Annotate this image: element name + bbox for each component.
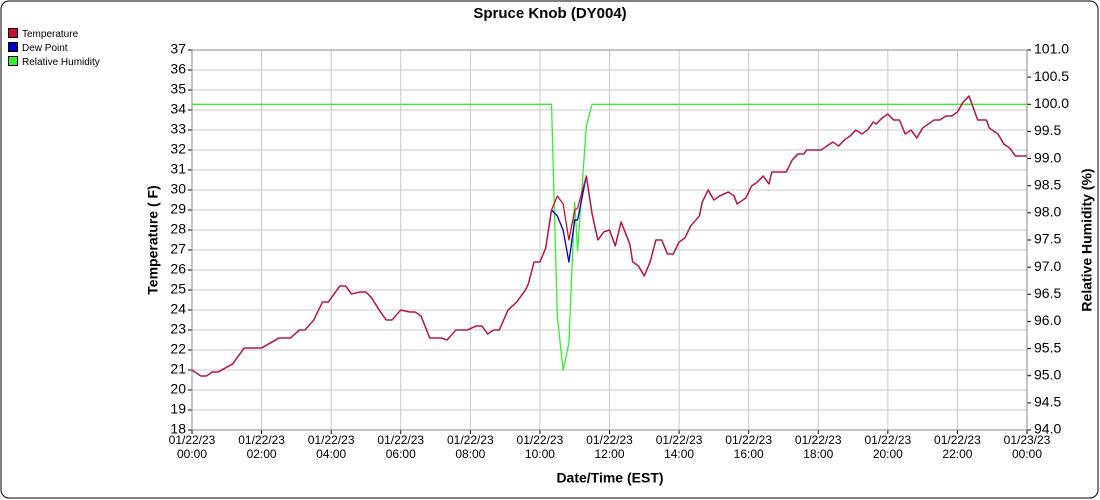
legend-swatch (8, 56, 18, 66)
y2-tick-label: 99.0 (1034, 149, 1061, 165)
x-tick-label: 01/22/23 10:00 (516, 433, 564, 461)
legend-swatch (8, 42, 18, 52)
x-tick-label: 01/22/23 22:00 (934, 433, 981, 461)
y-axis-title: Temperature ( F) (145, 185, 161, 294)
y2-tick-label: 94.0 (1034, 421, 1061, 437)
data-line (191, 95, 1027, 377)
y-tick-label: 34 (170, 101, 186, 117)
x-tick-label: 01/22/23 18:00 (794, 433, 842, 461)
x-tick-label: 01/22/23 00:00 (168, 433, 216, 461)
x-tick-label: 01/22/23 06:00 (377, 433, 425, 461)
y-tick-label: 29 (170, 201, 186, 217)
y-tick-label: 35 (170, 81, 186, 97)
x-tick-label: 01/22/23 02:00 (238, 433, 285, 461)
plot-frame (191, 49, 1028, 431)
y-tick-label: 21 (170, 361, 186, 377)
legend-label: Dew Point (22, 43, 68, 54)
x-tick-label: 01/22/23 14:00 (655, 433, 703, 461)
y-tick-label: 33 (170, 121, 186, 137)
y-tick-label: 28 (170, 221, 186, 237)
legend-label: Temperature (22, 29, 79, 40)
legend-label: Relative Humidity (22, 57, 100, 68)
y2-tick-label: 96.5 (1034, 285, 1061, 301)
x-tick-label: 01/23/23 00:00 (1003, 433, 1051, 461)
y-tick-label: 27 (170, 241, 186, 257)
y2-tick-label: 99.5 (1034, 122, 1061, 138)
y2-tick-label: 94.5 (1034, 394, 1061, 410)
x-tick-label: 01/22/23 20:00 (864, 433, 912, 461)
x-tick-label: 01/22/23 12:00 (586, 433, 633, 461)
y2-tick-label: 98.0 (1034, 204, 1061, 220)
y-tick-label: 36 (170, 61, 186, 77)
y-tick-label: 24 (170, 301, 186, 317)
y2-tick-label: 101.0 (1034, 41, 1069, 57)
y2-tick-label: 95.5 (1034, 339, 1061, 355)
y-tick-label: 18 (170, 421, 186, 437)
y2-tick-label: 98.5 (1034, 176, 1061, 192)
y-tick-label: 23 (170, 321, 186, 337)
legend-item: Temperature (8, 28, 78, 41)
y-tick-label: 20 (170, 381, 186, 397)
y2-tick-label: 96.0 (1034, 312, 1061, 328)
y-tick-label: 31 (170, 161, 186, 177)
x-tick-label: 01/22/23 08:00 (446, 433, 494, 461)
y-tick-label: 19 (170, 401, 186, 417)
data-line (192, 103, 1027, 371)
y-tick-label: 25 (170, 281, 186, 297)
y2-tick-label: 100.5 (1034, 68, 1069, 84)
x-axis-title: Date/Time (EST) (556, 470, 663, 486)
y-tick-label: 22 (170, 341, 186, 357)
y-tick-label: 32 (170, 141, 186, 157)
y2-tick-label: 97.0 (1034, 258, 1061, 274)
y2-tick-label: 95.0 (1034, 366, 1061, 382)
chart-title: Spruce Knob (DY004) (473, 5, 626, 22)
x-tick-label: 01/22/23 16:00 (725, 433, 773, 461)
x-tick-label: 01/22/23 04:00 (307, 433, 355, 461)
legend-swatch (8, 28, 18, 38)
legend-item: Dew Point (8, 42, 68, 55)
y-tick-label: 30 (170, 181, 186, 197)
y2-axis-title: Relative Humidity (%) (1079, 168, 1095, 311)
y-tick-label: 26 (170, 261, 186, 277)
legend-item: Relative Humidity (8, 56, 100, 69)
y2-tick-label: 100.0 (1034, 95, 1069, 111)
y2-tick-label: 97.5 (1034, 231, 1061, 247)
y-tick-label: 37 (170, 41, 186, 57)
